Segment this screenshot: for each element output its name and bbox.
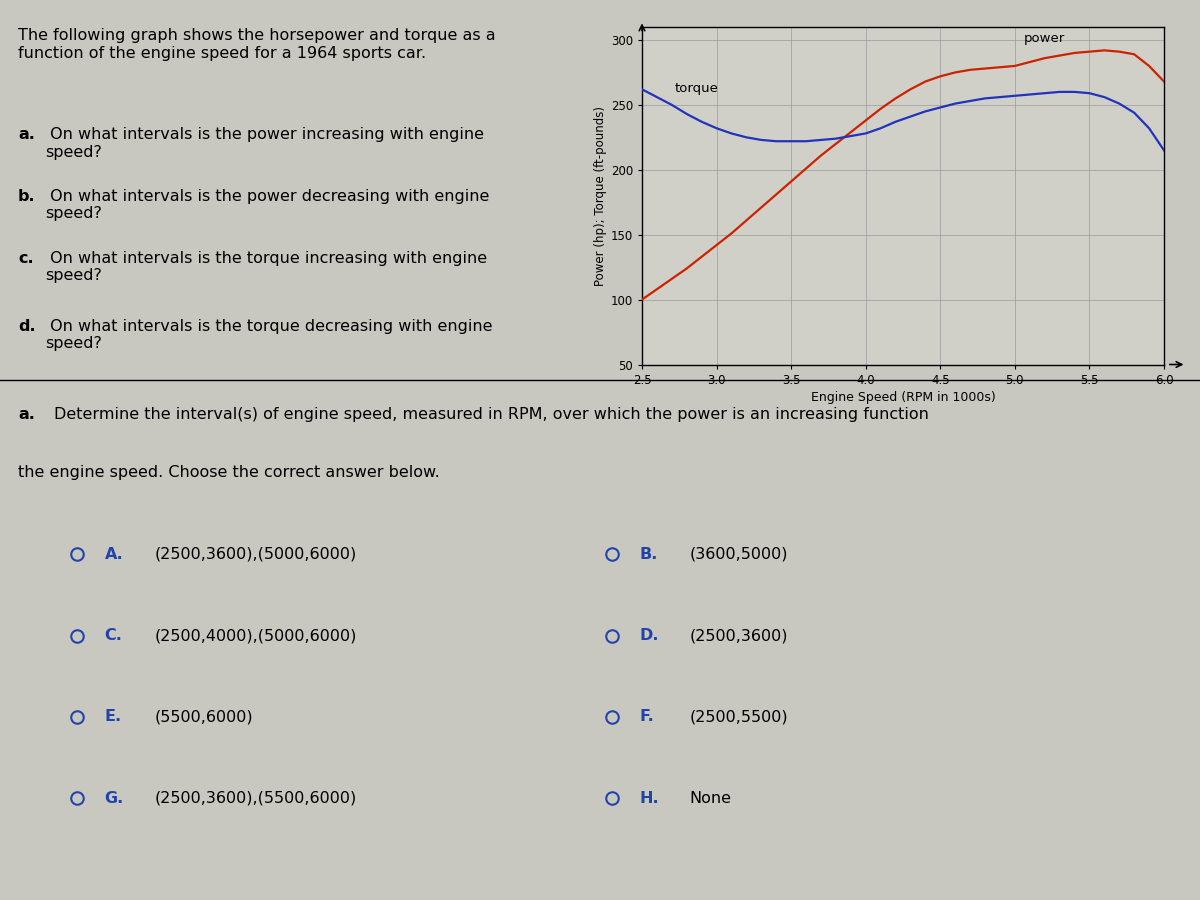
Text: (3600,5000): (3600,5000)	[689, 546, 787, 562]
Text: Determine the interval(s) of engine speed, measured in RPM, over which the power: Determine the interval(s) of engine spee…	[54, 407, 929, 422]
Text: a.: a.	[18, 128, 35, 142]
Text: H.: H.	[640, 791, 659, 806]
Text: (2500,3600),(5000,6000): (2500,3600),(5000,6000)	[155, 546, 356, 562]
Text: torque: torque	[674, 82, 719, 94]
Text: a.: a.	[18, 407, 35, 422]
Text: D.: D.	[640, 628, 659, 644]
Text: B.: B.	[640, 546, 658, 562]
Text: b.: b.	[18, 189, 36, 204]
Text: c.: c.	[18, 250, 34, 266]
Text: E.: E.	[104, 709, 121, 725]
Text: On what intervals is the power decreasing with engine
speed?: On what intervals is the power decreasin…	[46, 189, 490, 221]
Text: (2500,4000),(5000,6000): (2500,4000),(5000,6000)	[155, 628, 356, 644]
Y-axis label: Power (hp); Torque (ft-pounds): Power (hp); Torque (ft-pounds)	[594, 106, 606, 286]
Text: power: power	[1024, 32, 1066, 45]
Text: (2500,3600),(5500,6000): (2500,3600),(5500,6000)	[155, 791, 356, 806]
Text: (2500,3600): (2500,3600)	[689, 628, 787, 644]
Text: F.: F.	[640, 709, 654, 725]
Text: On what intervals is the torque decreasing with engine
speed?: On what intervals is the torque decreasi…	[46, 319, 492, 351]
Text: The following graph shows the horsepower and torque as a
function of the engine : The following graph shows the horsepower…	[18, 28, 496, 60]
Text: On what intervals is the torque increasing with engine
speed?: On what intervals is the torque increasi…	[46, 250, 487, 283]
Text: On what intervals is the power increasing with engine
speed?: On what intervals is the power increasin…	[46, 128, 484, 160]
Text: d.: d.	[18, 319, 36, 334]
Text: None: None	[689, 791, 731, 806]
Text: A.: A.	[104, 546, 124, 562]
Text: G.: G.	[104, 791, 124, 806]
Text: (2500,5500): (2500,5500)	[689, 709, 787, 725]
Text: the engine speed. Choose the correct answer below.: the engine speed. Choose the correct ans…	[18, 465, 439, 481]
X-axis label: Engine Speed (RPM in 1000s): Engine Speed (RPM in 1000s)	[811, 391, 995, 404]
Text: (5500,6000): (5500,6000)	[155, 709, 253, 725]
Text: C.: C.	[104, 628, 122, 644]
